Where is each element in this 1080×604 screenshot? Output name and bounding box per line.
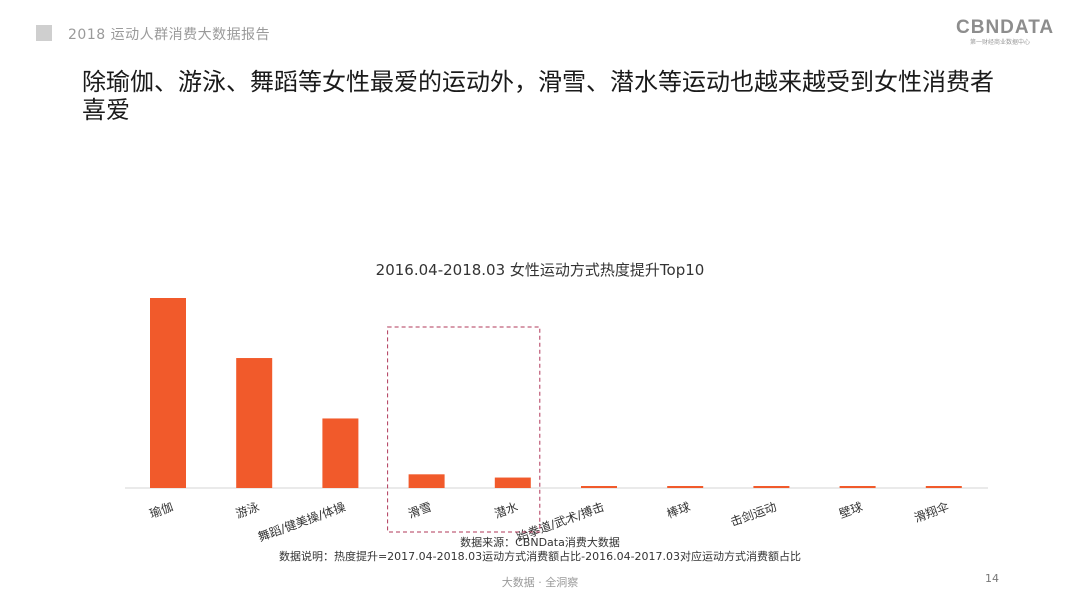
logo-text: CBNDATA [956,17,1055,38]
x-tick-label-8: 壁球 [837,499,865,521]
header-square-icon [36,25,52,41]
slide-title: 除瑜伽、游泳、舞蹈等女性最爱的运动外，滑雪、潜水等运动也越来越受到女性消费者喜爱 [82,68,994,124]
cbndata-logo: CBNDATA 第一财经商业数据中心 [956,17,1055,47]
x-tick-label-1: 游泳 [234,500,261,521]
x-tick-label-0: 瑜伽 [147,499,175,521]
x-tick-label-4: 潜水 [492,500,519,521]
x-tick-label-7: 击剑运动 [728,499,778,530]
bar-3 [408,474,445,488]
logo-tagline: 第一财经商业数据中心 [969,39,1030,46]
report-title: 2018 运动人群消费大数据报告 [68,27,271,43]
bar-4 [494,477,531,488]
x-tick-label-3: 滑雪 [406,500,433,521]
bar-0 [150,298,186,488]
bar-9 [925,486,962,488]
bar-7 [753,486,790,488]
bar-6 [667,486,704,488]
page-number: 14 [985,572,999,585]
bar-8 [839,486,876,488]
bar-1 [236,358,273,488]
x-tick-label-9: 滑翔伞 [912,499,951,525]
bar-5 [581,486,617,488]
chart-title: 2016.04-2018.03 女性运动方式热度提升Top10 [375,261,705,279]
x-tick-label-6: 棒球 [665,500,692,521]
footer-tagline: 大数据 · 全洞察 [501,576,579,589]
bar-2 [322,418,359,488]
highlight-box [387,326,541,533]
data-source: 数据来源：CBNData消费大数据 [460,536,620,549]
data-note: 数据说明：热度提升=2017.04-2018.03运动方式消费额占比-2016.… [278,550,802,563]
